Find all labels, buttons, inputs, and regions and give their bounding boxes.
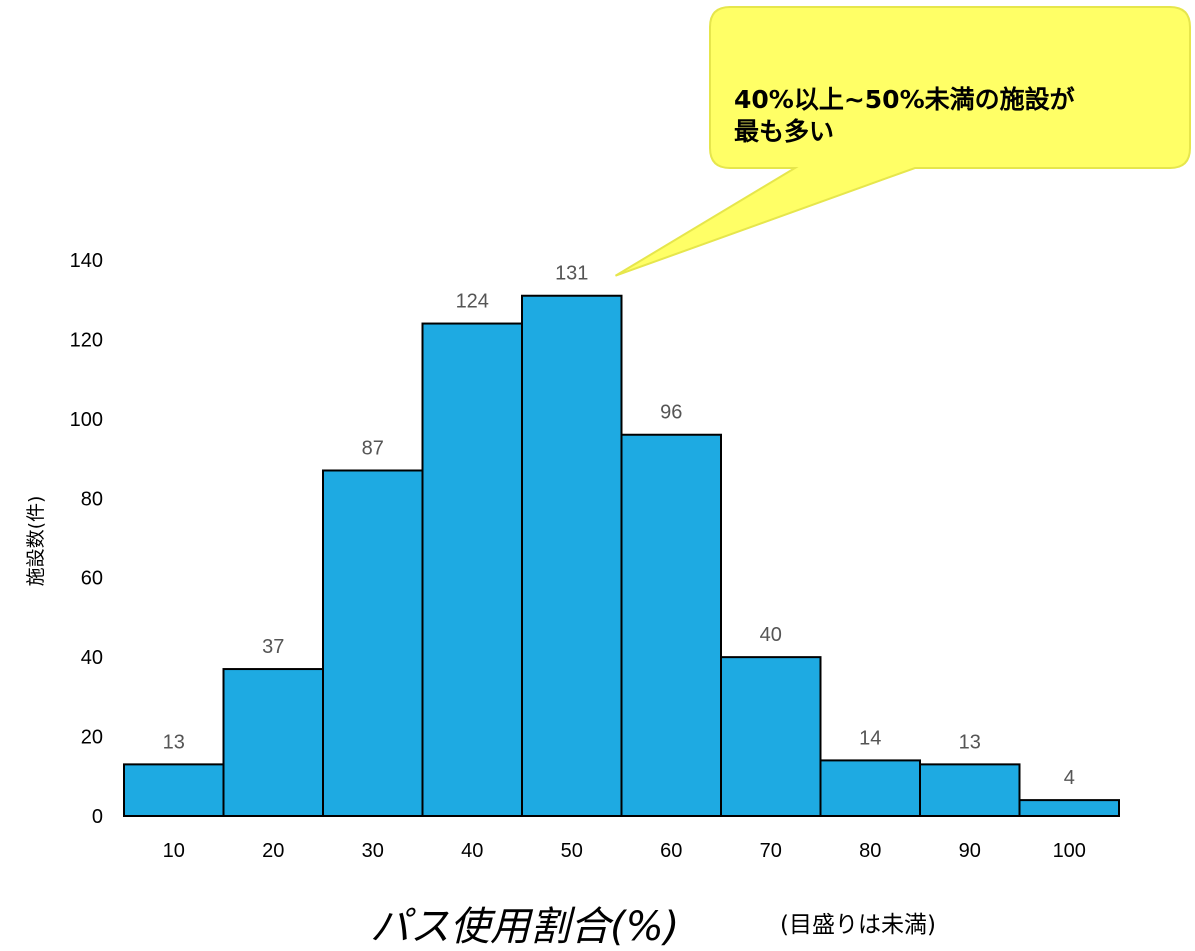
x-tick-label-60: 60 xyxy=(660,840,682,862)
x-tick-label-80: 80 xyxy=(859,840,881,862)
x-tick-label-100: 100 xyxy=(1053,840,1086,862)
bar-20 xyxy=(222,668,324,817)
x-tick-label-50: 50 xyxy=(561,840,583,862)
data-label-40: 124 xyxy=(456,291,489,313)
data-label-90: 13 xyxy=(959,731,981,753)
data-label-80: 14 xyxy=(859,727,881,749)
x-axis-note: (目盛りは未満) xyxy=(780,912,936,938)
bar-60 xyxy=(620,433,722,817)
x-axis-label: パス使用割合(%) (目盛りは未満) xyxy=(370,904,936,950)
data-label-30: 87 xyxy=(362,437,384,459)
callout-bubble xyxy=(614,6,1191,277)
data-label-20: 37 xyxy=(262,636,284,658)
y-tick-label-80: 80 xyxy=(81,488,103,510)
bars-group xyxy=(123,294,1120,818)
callout-annotation: 40%以上~50%未満の施設が 最も多い xyxy=(614,6,1191,277)
bar-90 xyxy=(919,763,1021,817)
x-tick-label-40: 40 xyxy=(461,840,483,862)
data-label-100: 4 xyxy=(1064,767,1075,789)
data-label-70: 40 xyxy=(760,624,782,646)
data-labels-group: 13 37 87 124 131 96 40 14 13 4 xyxy=(163,263,1075,789)
x-tick-label-90: 90 xyxy=(959,840,981,862)
y-tick-label-40: 40 xyxy=(81,647,103,669)
data-label-50: 131 xyxy=(555,263,588,285)
y-tick-label-120: 120 xyxy=(70,329,103,351)
x-tick-label-20: 20 xyxy=(262,840,284,862)
x-tick-label-70: 70 xyxy=(760,840,782,862)
y-tick-label-100: 100 xyxy=(70,409,103,431)
x-axis-title: パス使用割合(%) xyxy=(370,904,679,950)
data-label-10: 13 xyxy=(163,731,185,753)
x-tick-label-30: 30 xyxy=(362,840,384,862)
y-tick-label-20: 20 xyxy=(81,727,103,749)
callout-line-2: 最も多い xyxy=(734,117,834,146)
y-tick-label-60: 60 xyxy=(81,568,103,590)
callout-line-1: 40%以上~50%未満の施設が xyxy=(734,85,1075,114)
y-tick-label-140: 140 xyxy=(70,250,103,272)
x-tick-label-10: 10 xyxy=(163,840,185,862)
bar-50 xyxy=(521,294,623,817)
bar-40 xyxy=(421,322,523,817)
bar-100 xyxy=(1018,799,1120,817)
bar-30 xyxy=(322,469,424,817)
y-axis-label: 施設数(件) xyxy=(25,496,47,587)
bar-70 xyxy=(720,656,822,818)
x-ticks-group: 10 20 30 40 50 60 70 80 90 100 xyxy=(163,840,1086,862)
y-ticks-group: 0 20 40 60 80 100 120 140 xyxy=(70,250,103,828)
bar-80 xyxy=(819,759,921,818)
y-tick-label-0: 0 xyxy=(92,806,103,828)
bar-10 xyxy=(123,763,225,817)
data-label-60: 96 xyxy=(660,402,682,424)
